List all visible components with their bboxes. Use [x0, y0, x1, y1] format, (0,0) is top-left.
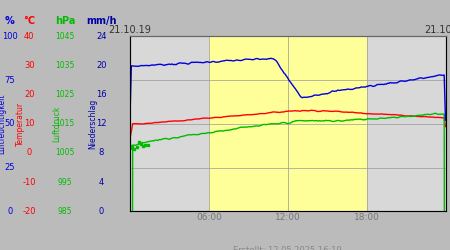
Text: 0: 0	[27, 148, 32, 158]
Text: 1025: 1025	[56, 90, 75, 99]
Point	[126, 146, 134, 150]
Text: Niederschlag: Niederschlag	[88, 98, 97, 149]
Point	[129, 144, 136, 148]
Point	[142, 143, 149, 147]
Text: 1015: 1015	[56, 119, 75, 128]
Text: 10: 10	[24, 119, 35, 128]
Text: 0: 0	[7, 207, 13, 216]
Text: 1035: 1035	[55, 61, 75, 70]
Text: Luftdruck: Luftdruck	[52, 106, 61, 142]
Text: hPa: hPa	[55, 16, 76, 26]
Text: 4: 4	[99, 178, 104, 186]
Text: 20: 20	[24, 90, 35, 99]
Text: Erstellt: 12.05.2025 16:19: Erstellt: 12.05.2025 16:19	[234, 246, 342, 250]
Text: 25: 25	[4, 163, 15, 172]
Text: Temperatur: Temperatur	[16, 102, 25, 146]
Text: 30: 30	[24, 61, 35, 70]
Point	[131, 148, 138, 152]
Bar	[209, 36, 367, 211]
Text: 100: 100	[2, 32, 18, 41]
Text: 40: 40	[24, 32, 35, 41]
Text: 1045: 1045	[55, 32, 75, 41]
Text: mm/h: mm/h	[86, 16, 117, 26]
Point	[133, 144, 140, 148]
Text: 8: 8	[99, 148, 104, 158]
Point	[144, 144, 151, 148]
Text: -10: -10	[22, 178, 36, 186]
Text: 985: 985	[58, 207, 72, 216]
Text: 16: 16	[96, 90, 107, 99]
Text: 75: 75	[4, 76, 15, 84]
Point	[135, 140, 142, 143]
Text: Luftfeuchtigkeit: Luftfeuchtigkeit	[0, 94, 6, 154]
Text: -20: -20	[22, 207, 36, 216]
Text: 0: 0	[99, 207, 104, 216]
Text: %: %	[5, 16, 15, 26]
Point	[140, 144, 147, 148]
Text: °C: °C	[23, 16, 35, 26]
Text: 1005: 1005	[55, 148, 75, 158]
Text: 20: 20	[96, 61, 107, 70]
Point	[137, 142, 144, 146]
Text: 24: 24	[96, 32, 107, 41]
Text: 995: 995	[58, 178, 72, 186]
Text: 50: 50	[4, 119, 15, 128]
Text: 12: 12	[96, 119, 107, 128]
